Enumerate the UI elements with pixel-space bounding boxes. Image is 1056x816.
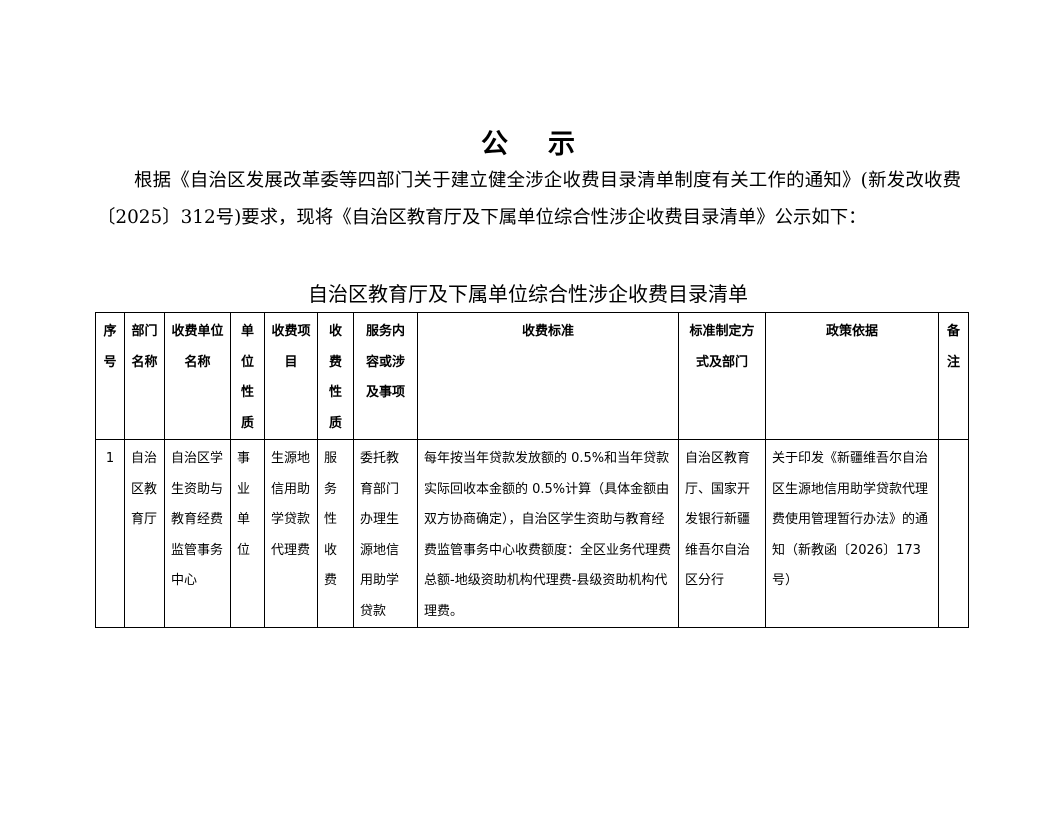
- table-caption: 自治区教育厅及下属单位综合性涉企收费目录清单: [308, 282, 748, 306]
- cell-index: 1: [95, 439, 125, 628]
- cell-fee-type: 服务性收费: [317, 439, 354, 628]
- header-cell: 单位性质: [230, 312, 265, 440]
- page-title: 公示: [481, 129, 615, 160]
- header-cell: 部门名称: [124, 312, 165, 440]
- cell-service-content: 委托教育部门办理生源地信用助学贷款: [353, 439, 418, 628]
- intro-paragraph: 根据《自治区发展改革委等四部门关于建立健全涉企收费目录清单制度有关工作的通知》(…: [97, 170, 961, 228]
- cell-fee-standard: 每年按当年贷款发放额的 0.5%和当年贷款实际回收本金额的 0.5%计算（具体金…: [417, 439, 679, 628]
- table-header-row: 序号 部门名称 收费单位名称 单位性质 收费项目 收费性质 服务内容或涉及事项 …: [95, 312, 969, 440]
- header-cell: 标准制定方式及部门: [678, 312, 766, 440]
- header-cell: 收费标准: [417, 312, 679, 440]
- fee-list-table: 序号 部门名称 收费单位名称 单位性质 收费项目 收费性质 服务内容或涉及事项 …: [95, 312, 969, 628]
- header-cell: 收费项目: [264, 312, 318, 440]
- header-cell: 政策依据: [765, 312, 939, 440]
- cell-department: 自治区教育厅: [124, 439, 165, 628]
- cell-policy-basis: 关于印发《新疆维吾尔自治区生源地信用助学贷款代理费使用管理暂行办法》的通知（新教…: [765, 439, 939, 628]
- cell-fee-item: 生源地信用助学贷款代理费: [264, 439, 318, 628]
- cell-unit-name: 自治区学生资助与教育经费监管事务中心: [164, 439, 231, 628]
- table-row: 1 自治区教育厅 自治区学生资助与教育经费监管事务中心 事业单位 生源地信用助学…: [95, 439, 969, 628]
- header-cell: 收费性质: [317, 312, 354, 440]
- header-cell: 服务内容或涉及事项: [353, 312, 418, 440]
- header-cell: 备注: [938, 312, 969, 440]
- cell-remarks: [938, 439, 969, 628]
- cell-standard-method: 自治区教育厅、国家开发银行新疆维吾尔自治区分行: [678, 439, 766, 628]
- header-cell: 收费单位名称: [164, 312, 231, 440]
- header-cell: 序号: [95, 312, 125, 440]
- cell-unit-type: 事业单位: [230, 439, 265, 628]
